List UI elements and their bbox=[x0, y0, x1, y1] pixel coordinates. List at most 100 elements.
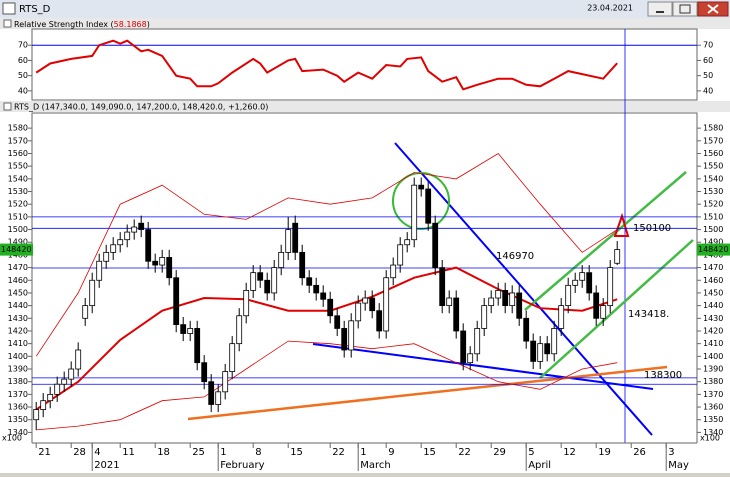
last-price-label: 148420 bbox=[1, 245, 32, 254]
y-tick-label: 1380 bbox=[8, 377, 28, 386]
y-tick-label: 1490 bbox=[703, 238, 723, 247]
candle-body bbox=[40, 400, 47, 410]
period-label: May bbox=[668, 460, 689, 471]
candle-body bbox=[194, 328, 201, 364]
y-tick-label: 1550 bbox=[8, 162, 28, 171]
indicator-line bbox=[35, 152, 618, 357]
x-tick-label: 22 bbox=[332, 447, 345, 458]
candle-body bbox=[502, 290, 509, 307]
candle-body bbox=[551, 328, 558, 355]
chart-area bbox=[0, 18, 730, 473]
y-tick-label: 1500 bbox=[8, 225, 28, 234]
maximize-button[interactable] bbox=[672, 1, 698, 17]
rsi-frame bbox=[31, 28, 698, 101]
candle-body bbox=[152, 260, 159, 266]
candle-body bbox=[439, 267, 446, 307]
y-tick-label: 1460 bbox=[8, 276, 28, 285]
y-tick-label: 1540 bbox=[8, 174, 28, 183]
candle-body bbox=[166, 257, 173, 279]
candle-body bbox=[285, 229, 292, 253]
rsi-title-text: Relative Strength Index ( bbox=[14, 20, 114, 29]
x-tick-label: 1 bbox=[220, 447, 226, 458]
y-tick-label: 1560 bbox=[8, 149, 28, 158]
y-tick-label: 1450 bbox=[703, 288, 723, 297]
y-tick-label: 1370 bbox=[703, 390, 723, 399]
candle-body bbox=[397, 244, 404, 266]
candle-body bbox=[495, 290, 502, 299]
x-tick-label: 29 bbox=[493, 447, 506, 458]
y-tick-label: 60 bbox=[703, 56, 713, 65]
candle-body bbox=[257, 272, 264, 281]
x-tick-label: 15 bbox=[423, 447, 436, 458]
candle-body bbox=[82, 305, 89, 319]
window-title: RTS_D bbox=[19, 4, 51, 15]
annotation: 150100 bbox=[633, 223, 671, 234]
candle-body bbox=[544, 343, 551, 355]
y-tick-label: 1540 bbox=[703, 174, 723, 183]
candle-body bbox=[530, 340, 537, 362]
y-tick-label: 1390 bbox=[8, 365, 28, 374]
y-tick-label: 1410 bbox=[703, 339, 723, 348]
y-tick-label: 1530 bbox=[703, 187, 723, 196]
y-tick-label: 40 bbox=[18, 86, 28, 95]
trend-line bbox=[187, 365, 668, 421]
candle-body bbox=[600, 305, 607, 319]
y-tick-label: 1510 bbox=[703, 212, 723, 221]
candle-body bbox=[586, 272, 593, 294]
x-tick-label: 28 bbox=[73, 447, 86, 458]
y-tick-label: 1420 bbox=[8, 326, 28, 335]
candle-body bbox=[516, 292, 523, 319]
candle-body bbox=[180, 324, 187, 334]
y-tick-label: 1410 bbox=[8, 339, 28, 348]
candle-body bbox=[327, 298, 334, 317]
candle-body bbox=[425, 188, 432, 224]
candle-body bbox=[376, 310, 383, 332]
y-tick-label: 1580 bbox=[8, 124, 28, 133]
y-tick-label: 1470 bbox=[8, 263, 28, 272]
x-tick-label: 12 bbox=[563, 447, 576, 458]
y-tick-label: 1350 bbox=[703, 415, 723, 424]
candle-body bbox=[341, 328, 348, 351]
annotation: 143418. bbox=[628, 309, 669, 320]
y-tick-label: 1350 bbox=[8, 415, 28, 424]
candle-body bbox=[173, 277, 180, 326]
candle-body bbox=[418, 184, 425, 190]
y-tick-label: 50 bbox=[703, 71, 713, 80]
app-icon bbox=[2, 2, 16, 15]
rsi-title: Relative Strength Index (58.1868) bbox=[14, 20, 150, 29]
y-tick-label: 1440 bbox=[703, 301, 723, 310]
y-tick-label: 1490 bbox=[8, 238, 28, 247]
price-title: RTS_D (147,340.0, 149,090.0, 147,200.0, … bbox=[14, 103, 268, 112]
y-tick-label: 1580 bbox=[703, 124, 723, 133]
candle-body bbox=[614, 249, 621, 264]
panel-icon bbox=[3, 102, 12, 111]
y-tick-label: 40 bbox=[703, 86, 713, 95]
candle-body bbox=[313, 284, 320, 294]
candle-body bbox=[558, 305, 565, 329]
candle-body bbox=[117, 239, 124, 246]
maximize-icon bbox=[679, 4, 691, 14]
candle-body bbox=[474, 328, 481, 355]
candle-body bbox=[383, 277, 390, 332]
y-tick-label: 1340 bbox=[703, 428, 723, 437]
last-price-box bbox=[0, 243, 33, 256]
y-tick-label: 1570 bbox=[8, 136, 28, 145]
candle-body bbox=[355, 302, 362, 322]
y-tick-label: 1470 bbox=[703, 263, 723, 272]
x-tick-label: 9 bbox=[388, 447, 394, 458]
last-price-label: 148420 bbox=[698, 245, 729, 254]
y-tick-label: 1360 bbox=[703, 403, 723, 412]
candle-body bbox=[411, 184, 418, 241]
candle-body bbox=[593, 292, 600, 319]
y-tick-label: 1430 bbox=[8, 314, 28, 323]
annotation: 146970 bbox=[496, 251, 534, 262]
period-label: April bbox=[528, 460, 551, 471]
rsi-title-text: ) bbox=[147, 20, 150, 29]
y-tick-label: 1450 bbox=[8, 288, 28, 297]
candle-body bbox=[509, 292, 516, 307]
candle-body bbox=[607, 267, 614, 307]
y-tick-label: 1530 bbox=[8, 187, 28, 196]
x-tick-label: 26 bbox=[633, 447, 646, 458]
rsi-title-value: 58.1868 bbox=[114, 20, 147, 29]
minimize-button[interactable] bbox=[647, 1, 673, 17]
